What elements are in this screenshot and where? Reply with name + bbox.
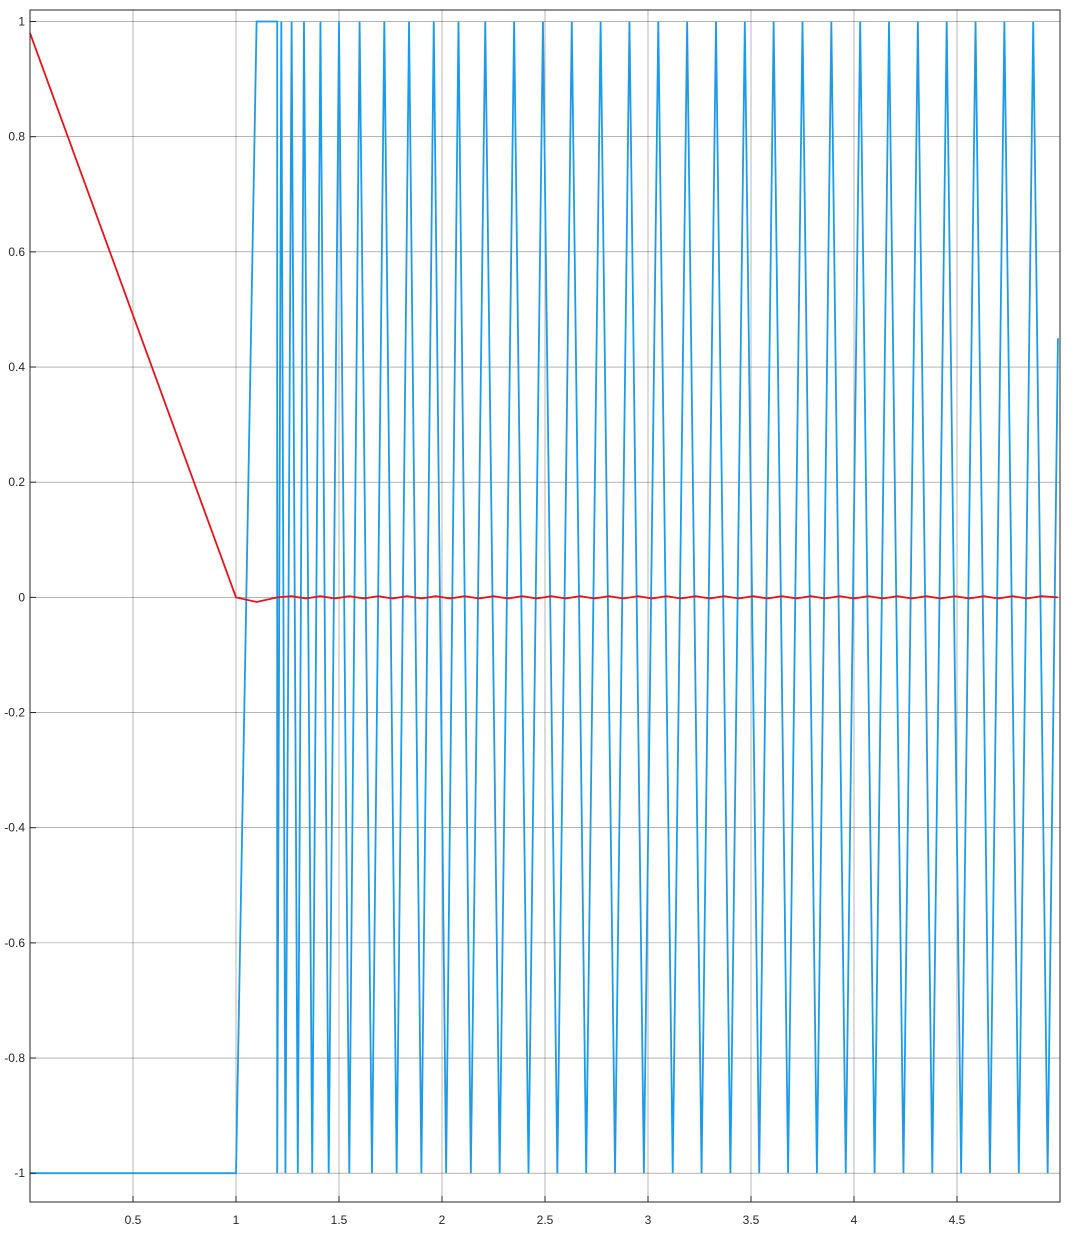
- y-tick-label: -0.2: [4, 706, 25, 720]
- series-line-2: [29, 32, 1059, 603]
- series-line-1: [30, 20, 1059, 1175]
- y-tick-label: 0: [18, 590, 25, 604]
- x-tick-label: 0.5: [125, 1213, 142, 1227]
- series-group: [29, 20, 1059, 1175]
- y-axis-ticks: 1 0.8 0.6 0.4 0.2 0 -0.2 -0.4 -0.6 -0.8 -1: [4, 15, 36, 1180]
- x-tick-label: 1: [233, 1213, 240, 1227]
- x-tick-label: 2.5: [537, 1213, 554, 1227]
- y-tick-label: 0.8: [8, 130, 25, 144]
- x-tick-label: 4.5: [949, 1213, 966, 1227]
- x-tick-label: 4: [851, 1213, 858, 1227]
- y-tick-label: 0.2: [8, 475, 25, 489]
- x-tick-label: 1.5: [331, 1213, 348, 1227]
- x-tick-label: 3: [645, 1213, 652, 1227]
- y-tick-label: 1: [18, 15, 25, 29]
- y-tick-label: -0.6: [4, 936, 25, 950]
- y-tick-label: -0.8: [4, 1051, 25, 1065]
- x-axis-ticks: 0.5 1 1.5 2 2.5 3 3.5 4 4.5: [125, 1196, 966, 1227]
- y-tick-label: -1: [14, 1166, 25, 1180]
- y-tick-label: -0.4: [4, 821, 25, 835]
- y-tick-label: 0.6: [8, 245, 25, 259]
- x-tick-label: 2: [439, 1213, 446, 1227]
- y-tick-label: 0.4: [8, 360, 25, 374]
- x-tick-label: 3.5: [743, 1213, 760, 1227]
